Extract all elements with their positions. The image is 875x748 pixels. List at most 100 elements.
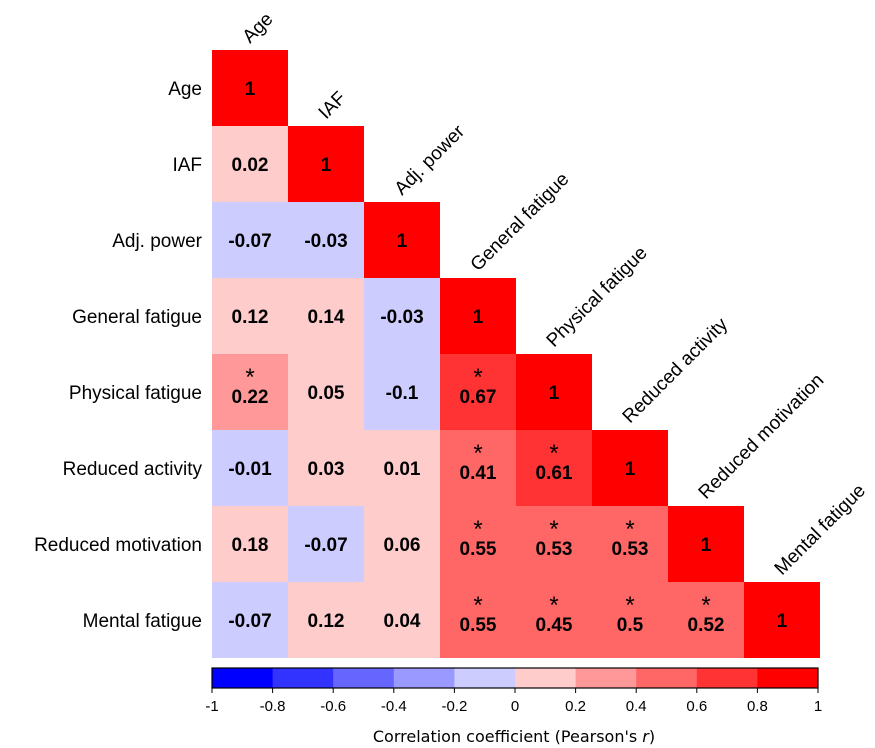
column-label: Mental fatigue (771, 480, 870, 579)
heatmap-cell (364, 506, 440, 582)
significance-marker: * (473, 440, 482, 467)
cell-value: 0.01 (384, 459, 421, 480)
cell-value: -0.07 (304, 535, 347, 556)
colorbar-bin (696, 668, 758, 688)
row-label: Age (168, 79, 202, 100)
column-label: General fatigue (467, 169, 574, 276)
heatmap-cell (440, 430, 516, 506)
heatmap-cell (364, 278, 440, 354)
colorbar-bin (515, 668, 577, 688)
heatmap-cell (516, 506, 592, 582)
cell-value: 0.22 (232, 387, 269, 408)
column-label: Age (239, 9, 278, 48)
colorbar-title-prefix: Correlation coefficient (Pearson's (373, 727, 642, 746)
heatmap-cell (288, 430, 364, 506)
cell-value: 1 (321, 155, 332, 176)
column-label: IAF (315, 88, 351, 124)
heatmap-cell (212, 278, 288, 354)
heatmap-cell (288, 506, 364, 582)
heatmap-cell (440, 354, 516, 430)
colorbar: -1 -0.8 -0.6 -0.4 -0.2 0 0.2 0.4 0.6 0.8 1 (205, 667, 822, 715)
heatmap-cell (440, 278, 516, 354)
colorbar-tick-label: -1 (205, 698, 218, 715)
heatmap-cell (592, 430, 668, 506)
heatmap-cell (212, 354, 288, 430)
colorbar-title-italic: r (642, 727, 650, 746)
cell-value: 0.61 (536, 463, 573, 484)
heatmap-cell (364, 354, 440, 430)
heatmap-cell (516, 354, 592, 430)
row-label: IAF (172, 155, 202, 176)
row-label: Physical fatigue (69, 383, 202, 404)
significance-marker: * (625, 516, 634, 543)
colorbar-bin (575, 668, 637, 688)
colorbar-title-suffix: ) (649, 727, 655, 746)
heatmap-cell (364, 582, 440, 658)
heatmap-cell (364, 430, 440, 506)
heatmap-cell (212, 202, 288, 278)
column-label: Adj. power (391, 121, 470, 200)
heatmap-cell (668, 582, 744, 658)
heatmap-cell (440, 582, 516, 658)
colorbar-bin (757, 668, 819, 688)
colorbar-bin (393, 668, 455, 688)
heatmap-cell (516, 430, 592, 506)
cell-value: 1 (777, 611, 788, 632)
heatmap-cell (288, 582, 364, 658)
heatmap-cell (288, 354, 364, 430)
cell-value: -0.03 (304, 231, 347, 252)
heatmap-cell (592, 582, 668, 658)
cell-value: 1 (625, 459, 636, 480)
heatmap-cell (668, 506, 744, 582)
column-label: Reduced activity (619, 314, 733, 428)
cell-value: 1 (245, 79, 256, 100)
cell-value: -0.07 (228, 231, 271, 252)
cell-value: -0.01 (228, 459, 272, 480)
significance-marker: * (549, 440, 558, 467)
colorbar-tick-label: 0 (511, 698, 519, 715)
colorbar-bin (212, 668, 274, 688)
heatmap-cell (592, 506, 668, 582)
heatmap-cell (288, 126, 364, 202)
cell-value: 0.5 (617, 615, 644, 636)
colorbar-tick-label: 0.8 (747, 698, 768, 715)
cell-value: 0.53 (536, 539, 573, 560)
cell-value: 0.04 (384, 611, 421, 632)
significance-marker: * (701, 592, 710, 619)
cell-value: 1 (701, 535, 712, 556)
colorbar-tick-label: 0.2 (565, 698, 586, 715)
significance-marker: * (473, 516, 482, 543)
row-label: Reduced activity (63, 459, 203, 480)
cell-value: 1 (397, 231, 408, 252)
cell-value: 0.12 (308, 611, 345, 632)
cell-value: 1 (473, 307, 484, 328)
cell-value: 0.55 (460, 539, 497, 560)
column-label: Physical fatigue (543, 243, 652, 352)
cell-value: 0.05 (308, 383, 345, 404)
heatmap-cell (516, 582, 592, 658)
row-label: Reduced motivation (34, 535, 202, 556)
heatmap-cell (212, 126, 288, 202)
colorbar-tick-label: -0.4 (381, 698, 407, 715)
cell-value: -0.03 (380, 307, 423, 328)
colorbar-title: Correlation coefficient (Pearson's r) (373, 727, 655, 746)
cell-value: -0.07 (228, 611, 271, 632)
significance-marker: * (549, 516, 558, 543)
significance-marker: * (625, 592, 634, 619)
cell-value: -0.1 (386, 383, 419, 404)
heatmap-cell (440, 506, 516, 582)
cell-value: 0.53 (612, 539, 649, 560)
row-label: General fatigue (72, 307, 202, 328)
heatmap-cell (744, 582, 820, 658)
colorbar-bin (333, 668, 395, 688)
row-label: Adj. power (112, 231, 202, 252)
cell-value: 0.06 (384, 535, 421, 556)
significance-marker: * (245, 364, 254, 391)
cell-value: 0.67 (460, 387, 497, 408)
colorbar-bin (454, 668, 516, 688)
heatmap-cell (212, 582, 288, 658)
cell-value: 0.14 (308, 307, 345, 328)
cell-value: 0.41 (460, 463, 497, 484)
row-labels: Age IAF Adj. power General fatigue Physical … (34, 79, 203, 632)
